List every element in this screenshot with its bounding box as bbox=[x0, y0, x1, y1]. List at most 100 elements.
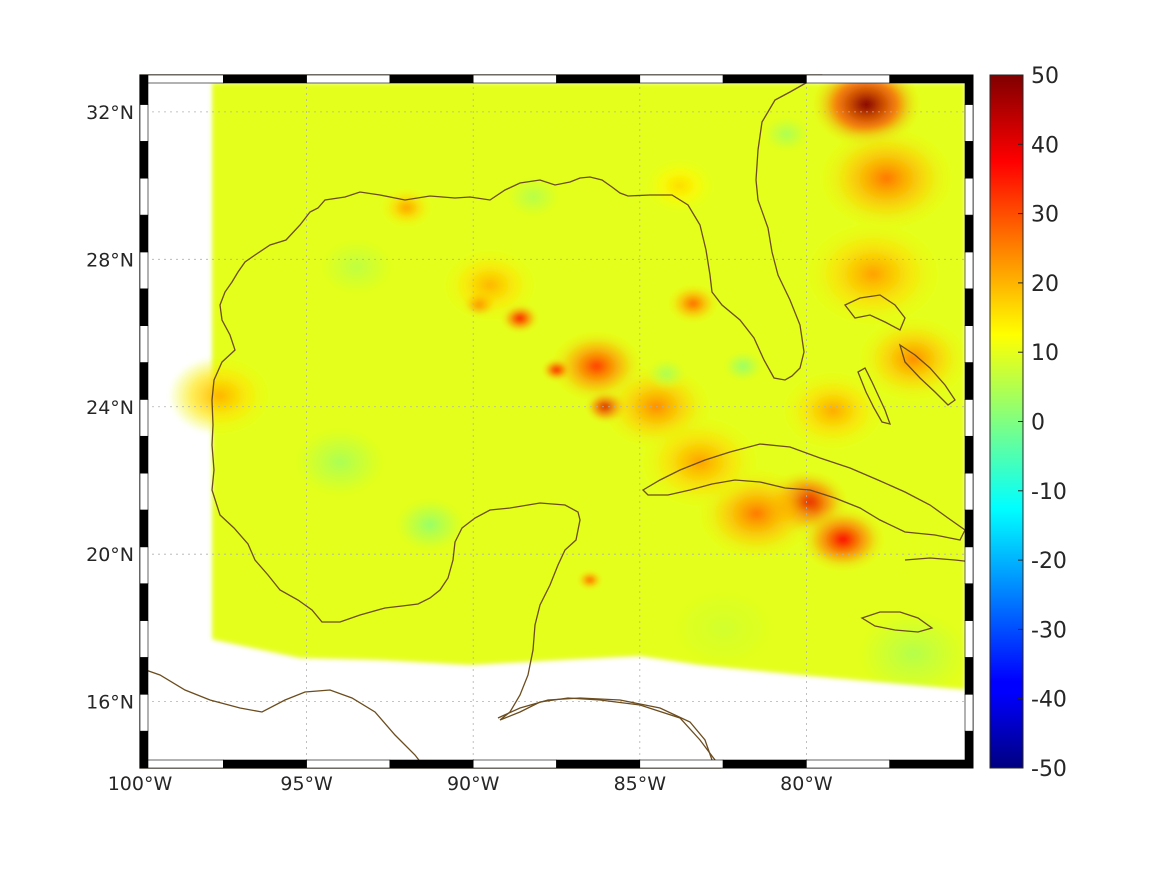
longitude-tick-label: 90°W bbox=[447, 773, 500, 795]
frame-segment-right bbox=[964, 399, 974, 437]
frame-segment-top bbox=[223, 74, 307, 84]
frame-segment-top bbox=[722, 74, 807, 84]
frame-segment-right bbox=[964, 657, 974, 695]
colorbar-tick-label: -10 bbox=[1031, 480, 1067, 505]
latitude-tick-label: 16°N bbox=[86, 692, 134, 714]
frame-segment-right bbox=[964, 251, 974, 290]
anomaly-blob bbox=[576, 570, 603, 591]
frame-segment-left bbox=[139, 104, 149, 142]
frame-segment-left bbox=[139, 435, 149, 474]
colorbar-tick-label: -20 bbox=[1031, 549, 1067, 574]
frame-segment-left bbox=[139, 325, 149, 363]
colorbar-tick-label: 0 bbox=[1031, 411, 1045, 436]
anomaly-blob bbox=[541, 358, 572, 382]
anomaly-blob bbox=[667, 283, 720, 324]
frame-segment-right bbox=[964, 362, 974, 400]
frame-segment-left bbox=[139, 509, 149, 548]
honduras-coast bbox=[497, 697, 713, 761]
anomaly-blob bbox=[287, 422, 392, 503]
frame-segment-right bbox=[964, 620, 974, 658]
colorbar: 50 40 30 20 10 0 -10 -20 -30 -40 -50 bbox=[989, 64, 1067, 782]
coastlines bbox=[139, 74, 974, 769]
colorbar-tick-label: 20 bbox=[1031, 272, 1059, 297]
bahamas-abaco bbox=[843, 294, 906, 331]
anomaly-blob bbox=[799, 506, 887, 573]
longitude-tick-label: 95°W bbox=[280, 773, 333, 795]
frame-segment-bottom bbox=[639, 759, 724, 769]
frame-segment-right bbox=[964, 730, 974, 769]
frame-segment-right bbox=[964, 141, 974, 179]
frame-segment-right bbox=[964, 435, 974, 474]
central-america-coast bbox=[139, 667, 426, 769]
frame-segment-left bbox=[139, 472, 149, 511]
frame-segment-bottom bbox=[472, 759, 557, 769]
frame-segment-top bbox=[139, 74, 224, 84]
colorbar-tick-label: 10 bbox=[1031, 341, 1059, 366]
longitude-tick-label: 80°W bbox=[780, 773, 833, 795]
cuba bbox=[641, 443, 966, 541]
colorbar-tick-label: -50 bbox=[1031, 757, 1067, 782]
frame-segment-top bbox=[389, 74, 474, 84]
frame-segment-top bbox=[889, 74, 974, 84]
longitude-tick-labels: 100°W 95°W 90°W 85°W 80°W bbox=[108, 773, 833, 795]
frame-segment-left bbox=[139, 399, 149, 437]
anomaly-blob bbox=[721, 349, 765, 383]
frame-segment-right bbox=[964, 583, 974, 621]
anomaly-blob bbox=[313, 233, 400, 301]
frame-segment-left bbox=[139, 657, 149, 695]
axes-frame bbox=[139, 74, 974, 769]
colorbar-tick-label: -40 bbox=[1031, 688, 1067, 713]
latitude-tick-label: 32°N bbox=[86, 102, 134, 124]
frame-segment-left bbox=[139, 141, 149, 179]
frame-segment-left bbox=[139, 546, 149, 584]
frame-segment-right bbox=[964, 509, 974, 548]
frame-segment-left bbox=[139, 620, 149, 658]
latitude-tick-label: 24°N bbox=[86, 397, 134, 419]
longitude-tick-label: 85°W bbox=[614, 773, 667, 795]
frame-segment-right bbox=[964, 177, 974, 216]
frame-segment-right bbox=[964, 214, 974, 253]
map-axes: 100°W 95°W 90°W 85°W 80°W 32°N 28°N 24°N 20°N 16… bbox=[86, 74, 974, 795]
anomaly-blob bbox=[442, 248, 538, 322]
frame-segment-left bbox=[139, 214, 149, 253]
anomaly-blob bbox=[502, 173, 564, 220]
frame-segment-bottom bbox=[889, 759, 974, 769]
frame-segment-right bbox=[964, 288, 974, 326]
florida-peninsula bbox=[139, 74, 823, 769]
frame-segment-left bbox=[139, 251, 149, 290]
frame-segment-bottom bbox=[306, 759, 391, 769]
frame-segment-left bbox=[139, 177, 149, 216]
frame-segment-left bbox=[139, 583, 149, 621]
anomaly-blob bbox=[817, 124, 956, 232]
frame-segment-bottom bbox=[389, 759, 474, 769]
anomaly-blob bbox=[658, 577, 789, 678]
frame-segment-top bbox=[306, 74, 391, 84]
latitude-tick-label: 20°N bbox=[86, 544, 134, 566]
bahamas-eleuthera bbox=[898, 343, 956, 406]
frame-segment-right bbox=[964, 104, 974, 142]
jamaica bbox=[860, 611, 934, 633]
latitude-tick-labels: 32°N 28°N 24°N 20°N 16°N bbox=[86, 102, 134, 714]
latitude-tick-label: 28°N bbox=[86, 249, 134, 271]
anomaly-blob bbox=[390, 494, 469, 555]
frame-segment-left bbox=[139, 693, 149, 732]
frame-segment-top bbox=[472, 74, 557, 84]
anomaly-blob bbox=[167, 355, 272, 436]
anomaly-blob bbox=[380, 187, 433, 228]
frame-segment-top bbox=[556, 74, 641, 84]
colorbar-tick-label: 50 bbox=[1031, 64, 1059, 89]
frame-segment-top bbox=[806, 74, 891, 84]
frame-segment-right bbox=[964, 472, 974, 511]
anomaly-blob bbox=[644, 356, 689, 391]
colorbar-tick-label: 40 bbox=[1031, 133, 1059, 158]
frame-segment-left bbox=[139, 74, 149, 105]
longitude-tick-label: 100°W bbox=[108, 773, 173, 795]
colorbar-tick-label: -30 bbox=[1031, 618, 1067, 643]
frame-segment-top bbox=[639, 74, 724, 84]
anomaly-blob bbox=[645, 158, 715, 213]
frame-segment-bottom bbox=[556, 759, 641, 769]
anomaly-blob bbox=[803, 220, 943, 328]
frame-segment-bottom bbox=[139, 759, 224, 769]
frame-segment-bottom bbox=[806, 759, 891, 769]
